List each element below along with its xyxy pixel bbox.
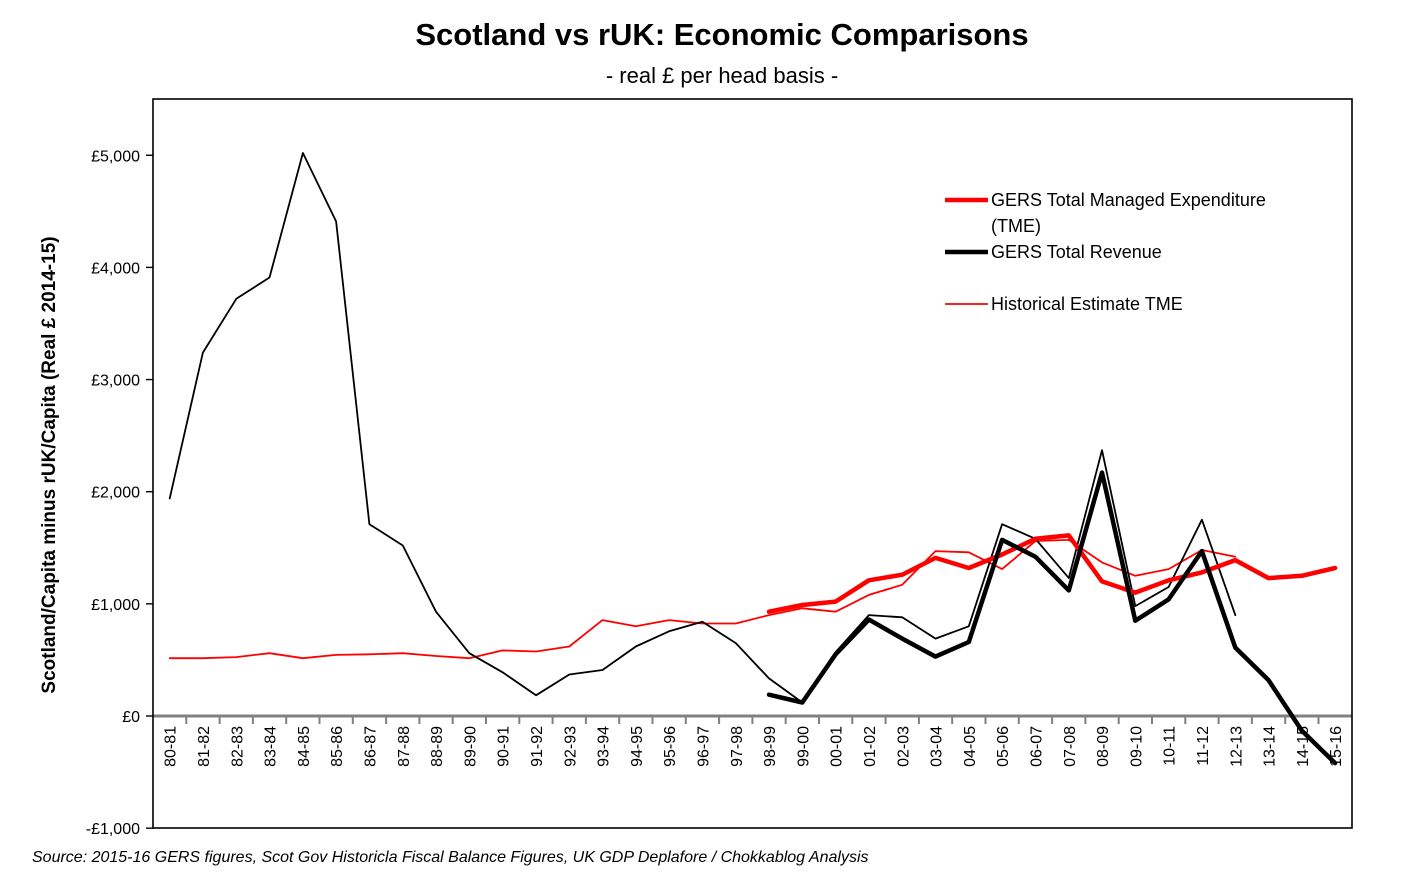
y-tick-label: £3,000 [91,373,140,390]
x-tick-label: 88-89 [429,726,446,767]
y-tick-label: £1,000 [91,597,140,614]
legend-label-historical-estimate-tme: Historical Estimate TME [991,294,1183,314]
chart-subtitle: - real £ per head basis - [606,63,838,88]
series-line-historical-estimate-revenue [168,152,1237,704]
x-tick-label: 00-01 [829,726,846,767]
x-tick-label: 94-95 [629,726,646,767]
x-tick-label: 85-86 [329,726,346,767]
x-tick-label: 02-03 [895,726,912,767]
x-tick-label: 81-82 [196,726,213,767]
x-tick-label: 10-11 [1162,726,1179,766]
x-tick-label: 06-07 [1028,726,1045,767]
x-tick-label: 93-94 [596,726,613,767]
x-tick-label: 91-92 [529,726,546,767]
y-axis-label: Scotland/Capita minus rUK/Capita (Real £… [39,236,60,693]
x-tick-label: 95-96 [662,726,679,767]
y-axis: -£1,000 £0 £1,000 £2,000 £3,000 £4,000 £5,000 [86,148,153,838]
x-tick-label: 99-00 [795,726,812,767]
series-lines [168,152,1338,766]
series-line-gers-total-managed-expenditure-tme [766,533,1338,614]
x-tick-label: 07-08 [1062,726,1079,767]
x-tick-label: 01-02 [862,726,879,767]
x-tick-label: 86-87 [362,726,379,767]
x-tick-label: 96-97 [695,726,712,767]
legend-label-gers-total-managed-expenditure-tme: GERS Total Managed Expenditure [991,190,1266,210]
x-tick-label: 11-12 [1195,726,1212,766]
x-tick-label: 98-99 [762,726,779,767]
source-note: Source: 2015-16 GERS figures, Scot Gov H… [32,849,869,866]
series-line-historical-estimate-tme [168,539,1237,660]
x-tick-label: 97-98 [729,726,746,767]
y-tick-label: -£1,000 [86,821,140,838]
x-tick-label: 05-06 [995,726,1012,767]
y-tick-label: £0 [122,709,140,726]
x-tick-label: 84-85 [296,726,313,767]
y-tick-label: £2,000 [91,485,140,502]
x-tick-label: 92-93 [562,726,579,767]
x-tick-label: 12-13 [1228,726,1245,767]
x-tick-label: 08-09 [1095,726,1112,767]
x-tick-label: 03-04 [929,726,946,767]
x-tick-label: 89-90 [462,726,479,767]
legend: GERS Total Managed Expenditure (TME) GERS … [945,190,1266,314]
x-axis: 80-81 81-82 82-83 83-84 84-85 85-86 86-87 87-88… [163,716,1345,767]
y-tick-label: £5,000 [91,148,140,165]
x-tick-label: 83-84 [263,726,280,767]
chart-title: Scotland vs rUK: Economic Comparisons [415,17,1028,52]
x-tick-label: 80-81 [163,726,180,767]
x-tick-label: 04-05 [962,726,979,767]
y-tick-label: £4,000 [91,260,140,277]
plot-area [152,98,1353,829]
x-tick-label: 82-83 [229,726,246,767]
x-tick-label: 90-91 [496,726,513,767]
legend-label-gers-total-managed-expenditure-tme: (TME) [991,216,1041,236]
x-tick-label: 15-16 [1328,726,1345,767]
legend-label-gers-total-revenue: GERS Total Revenue [991,242,1162,262]
x-tick-label: 13-14 [1262,726,1279,767]
x-tick-label: 09-10 [1128,726,1145,767]
series-line-gers-total-revenue [766,470,1338,766]
x-tick-label: 87-88 [396,726,413,767]
